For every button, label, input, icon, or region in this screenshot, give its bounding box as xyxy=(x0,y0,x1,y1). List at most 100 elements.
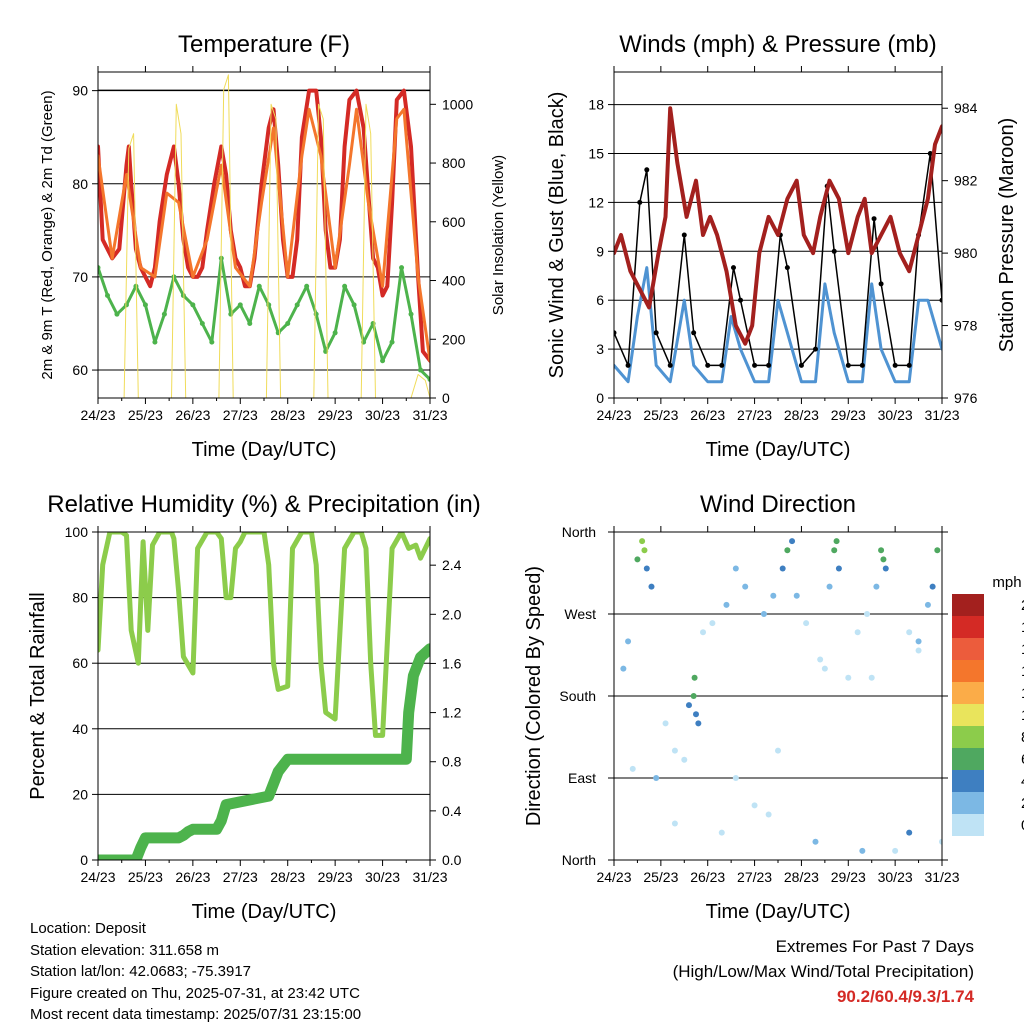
panel-title: Temperature (F) xyxy=(178,31,350,58)
x-tick-label: 25/23 xyxy=(128,407,163,423)
x-axis-label: Time (Day/UTC) xyxy=(706,901,851,923)
data-point xyxy=(199,320,205,326)
y2-tick-label: 976 xyxy=(954,390,978,406)
legend-label: 6 xyxy=(1021,751,1024,768)
data-point xyxy=(380,358,386,364)
data-point xyxy=(798,362,804,368)
x-tick-label: 25/23 xyxy=(643,869,678,885)
direction-point xyxy=(789,538,796,545)
elevation-text: Station elevation: 311.658 m xyxy=(30,941,220,959)
legend-swatch xyxy=(952,792,984,814)
series-line xyxy=(98,74,430,398)
data-point xyxy=(209,339,215,345)
y2-tick-label: 1.6 xyxy=(442,655,462,671)
data-point xyxy=(667,362,673,368)
direction-point xyxy=(760,611,767,617)
x-axis-label: Time (Day/UTC) xyxy=(192,439,337,461)
direction-point xyxy=(793,592,800,599)
direction-point xyxy=(732,565,739,572)
direction-point xyxy=(695,720,702,727)
data-point xyxy=(637,199,643,205)
y2-tick-label: 600 xyxy=(442,214,466,230)
direction-point xyxy=(915,638,922,645)
direction-point xyxy=(882,565,889,572)
data-point xyxy=(152,339,158,345)
y2-axis-label: Station Pressure (Maroon) xyxy=(996,118,1018,353)
direction-point xyxy=(775,747,781,754)
direction-point xyxy=(639,538,646,545)
x-tick-label: 30/23 xyxy=(365,869,400,885)
data-point xyxy=(845,362,851,368)
legend-label: 10 xyxy=(1021,707,1024,724)
y2-tick-label: 982 xyxy=(954,173,978,189)
x-tick-label: 27/23 xyxy=(223,869,258,885)
data-point xyxy=(831,248,837,254)
direction-point xyxy=(906,629,913,636)
x-tick-label: 29/23 xyxy=(318,869,353,885)
y2-tick-label: 1.2 xyxy=(442,705,462,721)
x-tick-label: 27/23 xyxy=(737,869,772,885)
direction-point xyxy=(854,629,861,636)
y2-tick-label: 2.0 xyxy=(442,606,462,622)
legend-label: 20+ xyxy=(1021,597,1024,614)
data-point xyxy=(705,362,711,368)
direction-point xyxy=(939,838,942,845)
y-tick-label: 20 xyxy=(72,786,88,802)
data-point xyxy=(351,302,357,308)
legend-label: 4 xyxy=(1021,773,1024,790)
data-point xyxy=(285,320,291,326)
direction-point xyxy=(845,674,852,681)
x-tick-label: 31/23 xyxy=(412,407,447,423)
direction-point xyxy=(671,820,678,827)
x-tick-label: 26/23 xyxy=(175,407,210,423)
data-point xyxy=(653,330,659,336)
direction-point xyxy=(929,583,936,590)
y-tick-label: 12 xyxy=(588,194,604,210)
data-point xyxy=(784,265,790,271)
plot-area xyxy=(614,106,942,384)
y-tick-label: 100 xyxy=(65,524,89,540)
data-point xyxy=(871,216,877,222)
x-tick-label: 27/23 xyxy=(737,407,772,423)
direction-point xyxy=(653,775,660,781)
legend-swatch xyxy=(952,594,984,616)
direction-point xyxy=(784,547,791,554)
y-tick-label: 60 xyxy=(72,655,88,671)
x-tick-label: 28/23 xyxy=(270,407,305,423)
data-point xyxy=(332,330,338,336)
plot-area xyxy=(98,74,430,398)
y-tick-label: 70 xyxy=(72,269,88,285)
legend-label: 12 xyxy=(1021,685,1024,702)
y2-tick-label: 200 xyxy=(442,331,466,347)
data-point xyxy=(906,362,912,368)
data-point xyxy=(313,311,319,317)
x-tick-label: 28/23 xyxy=(784,407,819,423)
y2-tick-label: 978 xyxy=(954,318,978,334)
legend-swatch xyxy=(952,726,984,748)
legend-swatch xyxy=(952,682,984,704)
legend-swatch xyxy=(952,814,984,836)
panel-title: Wind Direction xyxy=(700,491,856,518)
direction-point xyxy=(817,656,824,663)
legend-label: 14 xyxy=(1021,663,1024,680)
data-point xyxy=(114,311,120,317)
data-point xyxy=(691,330,697,336)
y2-axis-label: Solar Insolation (Yellow) xyxy=(490,155,507,315)
direction-point xyxy=(643,565,650,572)
x-axis-label: Time (Day/UTC) xyxy=(192,901,337,923)
direction-point xyxy=(934,547,941,554)
direction-point xyxy=(835,565,842,572)
x-tick-label: 28/23 xyxy=(784,869,819,885)
direction-point xyxy=(691,674,698,681)
data-point xyxy=(766,362,772,368)
direction-point xyxy=(906,829,913,836)
x-tick-label: 26/23 xyxy=(690,407,725,423)
data-point xyxy=(614,330,617,336)
created-text: Figure created on Thu, 2025-07-31, at 23… xyxy=(30,984,360,1002)
y-axis-label: 2m & 9m T (Red, Orange) & 2m Td (Green) xyxy=(39,90,56,379)
extremes-values: 90.2/60.4/9.3/1.74 xyxy=(836,987,974,1006)
y2-tick-label: 1000 xyxy=(442,96,473,112)
legend-label: 2 xyxy=(1021,795,1024,812)
x-tick-label: 30/23 xyxy=(878,869,913,885)
